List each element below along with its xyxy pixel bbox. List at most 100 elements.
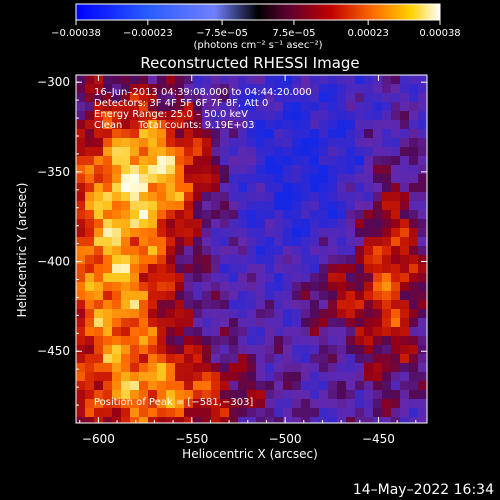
heatmap-cell xyxy=(193,417,202,423)
heatmap-cell xyxy=(283,273,292,282)
heatmap-cell xyxy=(382,75,391,84)
heatmap-cell xyxy=(301,93,310,102)
annotation-line: Clean Total counts: 9.19E+03 xyxy=(94,120,255,131)
heatmap-cell xyxy=(418,345,427,354)
heatmap-cell xyxy=(391,255,400,264)
heatmap-cell xyxy=(148,84,157,93)
heatmap-cell xyxy=(184,147,193,156)
heatmap-cell xyxy=(139,363,148,372)
heatmap-cell xyxy=(157,84,166,93)
heatmap-cell xyxy=(310,399,319,408)
footer-timestamp: 14–May–2022 16:34 xyxy=(352,482,494,498)
heatmap-cell xyxy=(409,417,418,423)
heatmap-cell xyxy=(76,147,85,156)
heatmap-cell xyxy=(391,354,400,363)
heatmap-cell xyxy=(265,183,274,192)
heatmap-cell xyxy=(391,102,400,111)
heatmap-cell xyxy=(121,309,130,318)
heatmap-cell xyxy=(211,183,220,192)
heatmap-cell xyxy=(337,327,346,336)
heatmap-cell xyxy=(256,399,265,408)
heatmap-cell xyxy=(184,120,193,129)
heatmap-cell xyxy=(166,75,175,84)
heatmap-cell xyxy=(400,102,409,111)
heatmap-cell xyxy=(238,210,247,219)
heatmap-cell xyxy=(184,390,193,399)
heatmap-cell xyxy=(229,228,238,237)
heatmap-cell xyxy=(202,120,211,129)
heatmap-cell xyxy=(211,102,220,111)
heatmap-cell xyxy=(364,111,373,120)
heatmap-cell xyxy=(139,138,148,147)
heatmap-cell xyxy=(418,75,427,84)
heatmap-cell xyxy=(130,111,139,120)
heatmap-cell xyxy=(310,363,319,372)
heatmap-cell xyxy=(364,390,373,399)
heatmap-cell xyxy=(310,93,319,102)
heatmap-cell xyxy=(229,246,238,255)
heatmap-cell xyxy=(328,291,337,300)
heatmap-cell xyxy=(346,390,355,399)
heatmap-cell xyxy=(157,255,166,264)
heatmap-cell xyxy=(400,300,409,309)
heatmap-cell xyxy=(247,390,256,399)
heatmap-cell xyxy=(274,120,283,129)
heatmap-cell xyxy=(184,129,193,138)
heatmap-cell xyxy=(310,273,319,282)
heatmap-cell xyxy=(94,390,103,399)
heatmap-image xyxy=(76,75,427,423)
heatmap-cell xyxy=(301,111,310,120)
heatmap-cell xyxy=(346,255,355,264)
heatmap-cell xyxy=(85,327,94,336)
heatmap-cell xyxy=(103,228,112,237)
heatmap-cell xyxy=(247,264,256,273)
heatmap-cell xyxy=(328,138,337,147)
heatmap-cell xyxy=(220,183,229,192)
heatmap-cell xyxy=(328,309,337,318)
heatmap-cell xyxy=(292,228,301,237)
heatmap-cell xyxy=(220,264,229,273)
heatmap-cell xyxy=(202,174,211,183)
heatmap-cell xyxy=(130,84,139,93)
heatmap-cell xyxy=(265,309,274,318)
heatmap-cell xyxy=(400,282,409,291)
heatmap-cell xyxy=(247,228,256,237)
heatmap-cell xyxy=(256,183,265,192)
heatmap-cell xyxy=(229,318,238,327)
heatmap-cell xyxy=(346,102,355,111)
heatmap-cell xyxy=(220,408,229,417)
heatmap-cell xyxy=(247,246,256,255)
heatmap-cell xyxy=(238,246,247,255)
heatmap-cell xyxy=(310,111,319,120)
heatmap-cell xyxy=(220,309,229,318)
heatmap-cell xyxy=(382,237,391,246)
heatmap-cell xyxy=(400,363,409,372)
heatmap-cell xyxy=(310,138,319,147)
heatmap-cell xyxy=(418,246,427,255)
heatmap-cell xyxy=(256,417,265,423)
heatmap-cell xyxy=(175,390,184,399)
heatmap-cell xyxy=(139,291,148,300)
heatmap-cell xyxy=(247,327,256,336)
heatmap-cell xyxy=(202,183,211,192)
heatmap-cell xyxy=(85,228,94,237)
heatmap-cell xyxy=(418,417,427,423)
heatmap-cell xyxy=(346,399,355,408)
heatmap-cell xyxy=(202,156,211,165)
heatmap-cell xyxy=(184,138,193,147)
heatmap-cell xyxy=(184,111,193,120)
heatmap-cell xyxy=(121,192,130,201)
heatmap-cell xyxy=(166,345,175,354)
heatmap-cell xyxy=(202,399,211,408)
heatmap-cell xyxy=(175,201,184,210)
heatmap-cell xyxy=(112,102,121,111)
heatmap-cell xyxy=(409,381,418,390)
heatmap-cell xyxy=(103,192,112,201)
heatmap-cell xyxy=(94,219,103,228)
heatmap-cell xyxy=(130,417,139,423)
heatmap-cell xyxy=(121,264,130,273)
heatmap-cell xyxy=(391,75,400,84)
heatmap-cell xyxy=(274,183,283,192)
heatmap-cell xyxy=(328,129,337,138)
heatmap-cell xyxy=(274,210,283,219)
